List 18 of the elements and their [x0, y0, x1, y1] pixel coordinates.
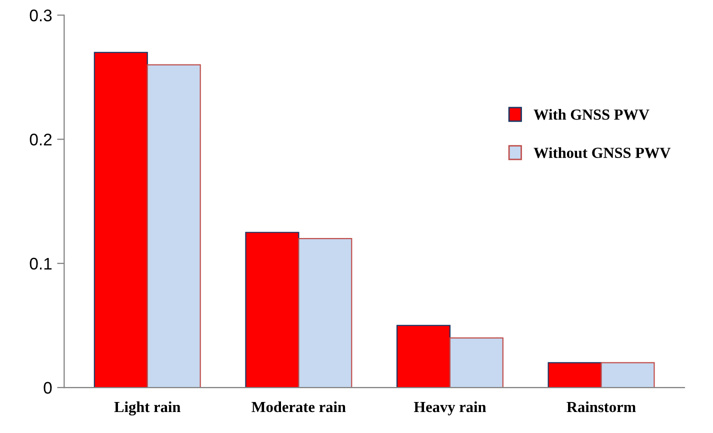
bar — [449, 337, 504, 388]
bar — [548, 362, 602, 388]
x-tick-label: Light rain — [114, 401, 180, 416]
y-tick-label: 0.3 — [30, 10, 52, 22]
y-tick-label: 0 — [44, 382, 52, 394]
bar — [245, 232, 300, 388]
legend-label: With GNSS PWV — [534, 109, 650, 120]
bar — [94, 52, 148, 388]
legend-label: Without GNSS PWV — [534, 147, 671, 158]
x-tick-label: Rainstorm — [566, 401, 636, 412]
bar — [146, 64, 201, 388]
y-tick-label: 0.2 — [30, 134, 52, 146]
bar — [600, 362, 655, 388]
bar — [396, 324, 451, 388]
y-tick-label: 0.1 — [30, 258, 52, 270]
x-tick-label: Moderate rain — [252, 401, 346, 412]
bar — [298, 238, 352, 388]
x-tick-label: Heavy rain — [414, 401, 486, 416]
